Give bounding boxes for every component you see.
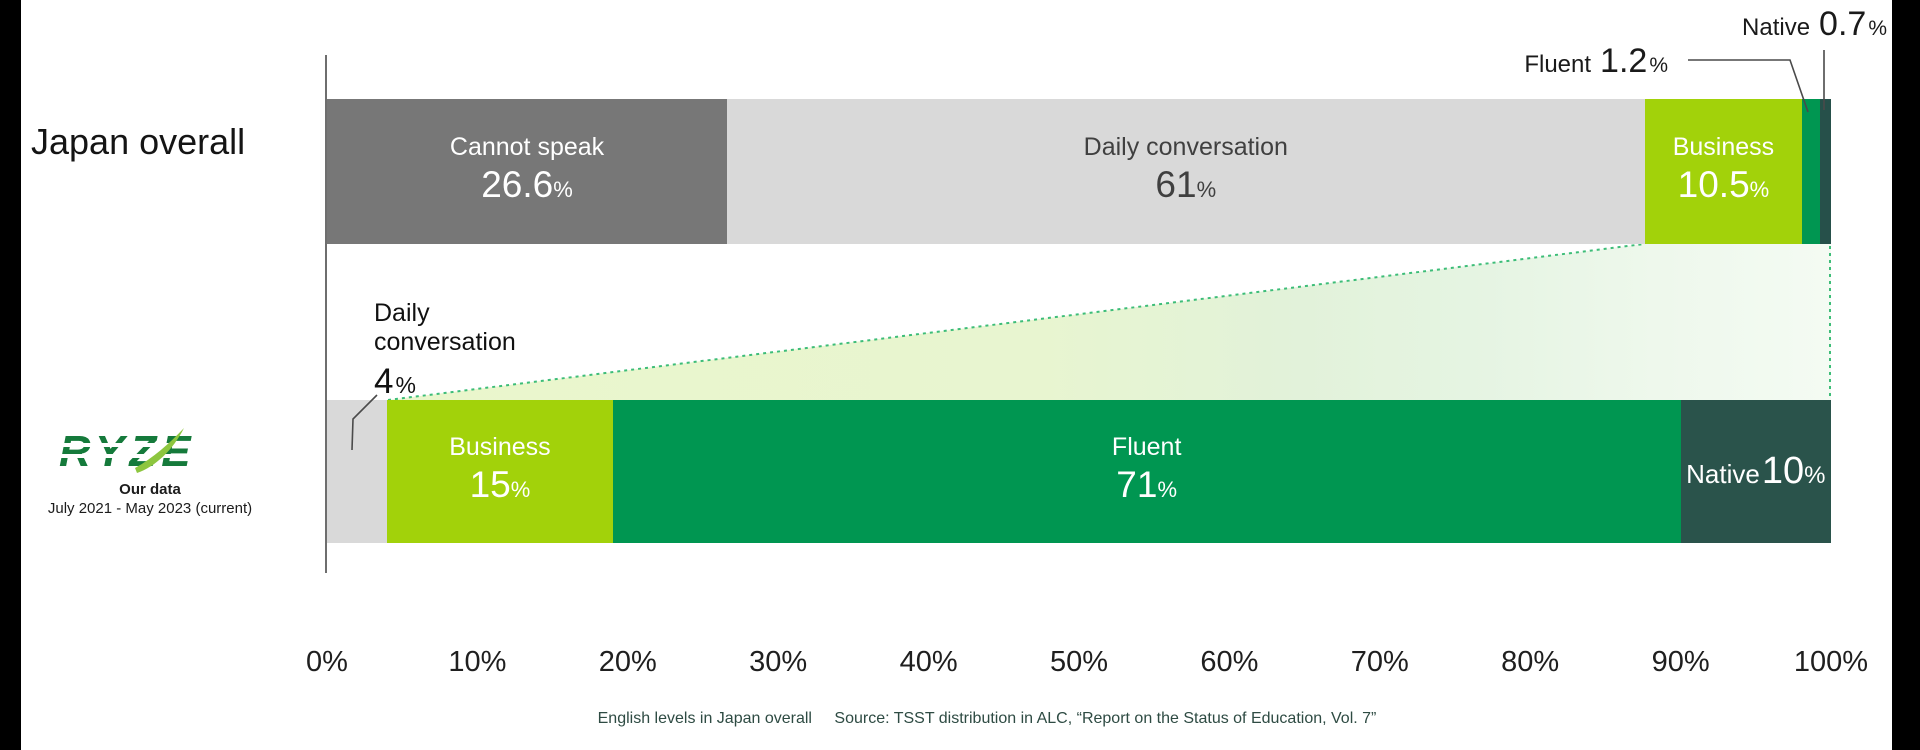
segment-value: 10 xyxy=(1761,450,1805,492)
fluent-callout-pct: % xyxy=(1649,54,1668,77)
right-black-border xyxy=(1892,0,1920,750)
bar-segment-ours-business: Business 15% xyxy=(387,400,613,543)
row-label-japan-overall: Japan overall xyxy=(31,121,246,162)
bar-segment-japan-cannot-speak: Cannot speak 26.6% xyxy=(327,99,728,244)
ryze-logo: RYZE xyxy=(57,427,243,474)
x-axis-tick-0pct: 0% xyxy=(306,646,348,678)
bar-segment-ours-fluent: Fluent 71% xyxy=(612,400,1681,543)
y-axis-spine xyxy=(325,55,327,573)
x-axis-tick-30pct: 30% xyxy=(749,646,808,678)
x-axis-tick-100pct: 100% xyxy=(1793,646,1869,678)
segment-value: 15% xyxy=(469,464,531,505)
brand-our-data-label: Our data xyxy=(119,481,181,498)
bar-segment-ours-daily-conversation xyxy=(327,400,388,543)
callout-label-native: Native 0.7 % xyxy=(1647,5,1887,44)
native-callout-pct: % xyxy=(1868,17,1887,40)
segment-value: 61% xyxy=(1155,164,1217,205)
segment-value: 26.6% xyxy=(481,164,573,205)
segment-value: 10.5% xyxy=(1677,164,1770,205)
native-callout-value: 0.7 xyxy=(1819,5,1867,43)
bar-segment-japan-business: Business 10.5% xyxy=(1644,99,1803,244)
x-axis-tick-70pct: 70% xyxy=(1350,646,1409,678)
connector-dotted-diagonal xyxy=(387,243,1645,401)
segment-label: Business xyxy=(1672,133,1775,161)
segment-inline-label: Native 10% xyxy=(1686,450,1825,493)
daily-callout-line1: Daily xyxy=(374,299,430,327)
fluent-callout-name: Fluent xyxy=(1524,51,1592,78)
segment-label: Cannot speak xyxy=(449,133,605,161)
brand-block: RYZE Our data July 2021 - May 2023 (curr… xyxy=(28,426,272,518)
x-axis-tick-40pct: 40% xyxy=(899,646,958,678)
daily-callout-line2: conversation xyxy=(374,328,516,356)
percent-sign: % xyxy=(1804,462,1826,489)
segment-label: Fluent xyxy=(1111,433,1182,461)
logo-stripe xyxy=(57,443,243,447)
callout-label-daily-conversation: Daily conversation 4 % xyxy=(374,299,516,402)
bar-segment-japan-fluent xyxy=(1802,99,1821,244)
logo-leaf-swoosh xyxy=(135,428,184,473)
percent-sign: % xyxy=(1749,177,1770,202)
fluent-callout-value: 1.2 xyxy=(1600,42,1648,80)
brand-date-range: July 2021 - May 2023 (current) xyxy=(47,500,253,517)
percent-sign: % xyxy=(510,477,531,502)
percent-sign: % xyxy=(1157,477,1178,502)
caption-source: Source: TSST distribution in ALC, “Repor… xyxy=(834,710,1377,727)
x-axis: 0% 10% 20% 30% 40% 50% 60% 70% 80% 90% 100% xyxy=(306,646,1868,680)
segment-value: 71% xyxy=(1116,464,1178,505)
x-axis-tick-20pct: 20% xyxy=(598,646,657,678)
callout-label-fluent: Fluent 1.2 % xyxy=(1448,42,1668,81)
x-axis-tick-80pct: 80% xyxy=(1501,646,1560,678)
x-axis-tick-90pct: 90% xyxy=(1651,646,1710,678)
bar-our-data: Business 15% Fluent 71% Native 10% xyxy=(327,400,1831,543)
segment-label: Native xyxy=(1686,459,1760,489)
logo-stripe xyxy=(57,454,243,458)
x-axis-tick-60pct: 60% xyxy=(1200,646,1259,678)
bar-japan-overall: Cannot speak 26.6% Daily conversation 61% Bu… xyxy=(327,99,1831,244)
native-callout-name: Native xyxy=(1742,14,1811,41)
daily-callout-pct: % xyxy=(395,372,416,398)
daily-callout-value: 4 xyxy=(374,362,394,401)
bar-segment-japan-native xyxy=(1820,99,1831,244)
percent-sign: % xyxy=(1196,177,1217,202)
x-axis-tick-50pct: 50% xyxy=(1049,646,1109,678)
segment-label: Daily conversation xyxy=(1083,133,1288,161)
connector-trapezoid xyxy=(388,244,1831,400)
x-axis-tick-10pct: 10% xyxy=(448,646,507,678)
percent-sign: % xyxy=(553,177,573,202)
caption-title: English levels in Japan overall xyxy=(597,710,812,727)
ryze-logo-text: RYZE xyxy=(59,427,196,474)
left-black-border xyxy=(0,0,21,750)
segment-label: Business xyxy=(449,433,551,461)
chart-caption: English levels in Japan overall Source: … xyxy=(598,710,1377,728)
bar-segment-ours-native: Native 10% xyxy=(1680,400,1831,543)
bar-segment-japan-daily-conversation: Daily conversation 61% xyxy=(727,99,1645,244)
